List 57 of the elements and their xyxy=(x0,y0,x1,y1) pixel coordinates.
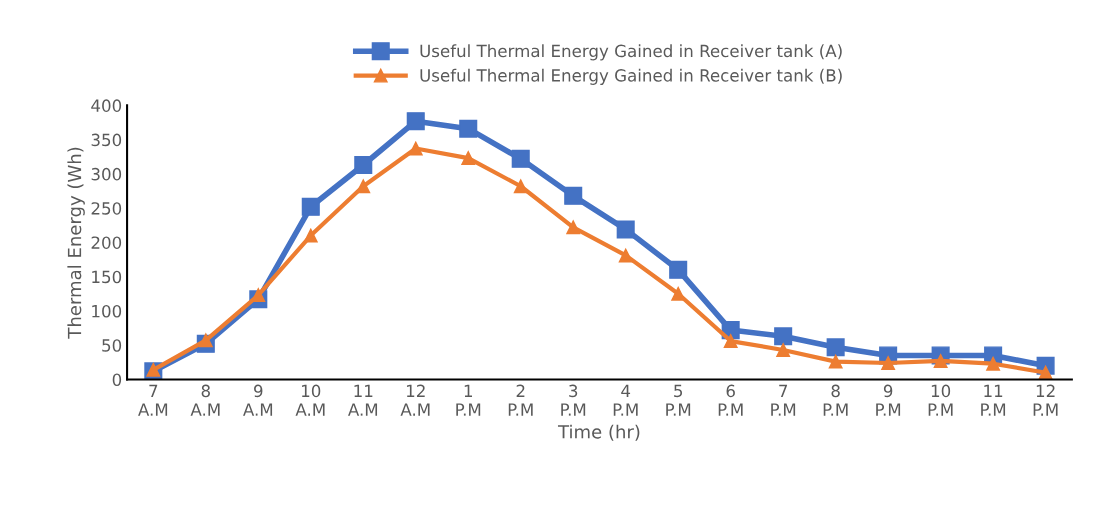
point xyxy=(828,354,843,369)
point xyxy=(461,151,476,166)
x-tick-label: 7 A.M xyxy=(138,384,168,416)
x-tick-label: 11 A.M xyxy=(348,384,378,416)
x-axis-title: Time (hr) xyxy=(557,424,640,441)
point xyxy=(301,197,320,216)
point xyxy=(564,186,583,205)
point xyxy=(986,356,1001,371)
point xyxy=(723,334,738,349)
point xyxy=(933,353,948,368)
point xyxy=(251,288,266,303)
x-tick-label: 5 P.M xyxy=(666,384,691,416)
x-tick-label: 12 P.M xyxy=(1033,384,1058,416)
x-tick-label: 2 P.M xyxy=(508,384,533,416)
y-tick-label: 200 xyxy=(91,236,122,249)
x-tick-label: 9 P.M xyxy=(876,384,901,416)
point xyxy=(616,220,635,239)
point xyxy=(198,333,213,348)
point xyxy=(774,327,793,346)
y-tick-label: 400 xyxy=(91,99,122,112)
x-tick-label: 3 P.M xyxy=(561,384,586,416)
legend-label: Useful Thermal Energy Gained in Receiver tank (B) xyxy=(420,68,842,85)
x-tick-label: 11 P.M xyxy=(981,384,1006,416)
y-tick-label: 150 xyxy=(92,270,122,284)
x-tick-label: 12 A.M xyxy=(400,384,430,416)
y-tick-label: 350 xyxy=(91,133,122,147)
x-tick-label: 9 A.M xyxy=(243,384,273,416)
point xyxy=(776,343,791,357)
legend-label: Useful Thermal Energy Gained in Receiver tank (A) xyxy=(420,44,842,61)
point xyxy=(513,179,528,194)
y-axis-title: Thermal Energy (Wh) xyxy=(67,147,85,339)
y-tick-label: 50 xyxy=(102,339,122,352)
point xyxy=(406,112,425,131)
x-tick-label: 7 P.M xyxy=(771,384,796,416)
point xyxy=(618,248,633,263)
point xyxy=(356,179,371,194)
point xyxy=(669,260,688,279)
x-tick-label: 8 P.M xyxy=(823,384,848,416)
x-tick-label: 1 P.M xyxy=(456,384,481,416)
x-tick-label: 4 P.M xyxy=(613,384,638,416)
y-tick-label: 100 xyxy=(92,304,122,318)
x-tick-label: 10 P.M xyxy=(928,384,953,416)
x-tick-label: 10 A.M xyxy=(295,384,325,416)
point xyxy=(881,356,896,370)
point xyxy=(511,149,530,168)
point xyxy=(408,141,423,156)
point xyxy=(459,119,478,138)
point xyxy=(354,155,373,175)
point xyxy=(826,338,845,357)
point xyxy=(303,228,318,243)
y-tick-label: 300 xyxy=(91,167,122,181)
y-tick-label: 0 xyxy=(112,373,122,387)
point xyxy=(566,220,581,235)
y-tick-label: 250 xyxy=(91,202,122,215)
point xyxy=(671,286,686,301)
x-tick-label: 8 A.M xyxy=(190,384,220,416)
x-tick-label: 6 P.M xyxy=(718,384,743,416)
